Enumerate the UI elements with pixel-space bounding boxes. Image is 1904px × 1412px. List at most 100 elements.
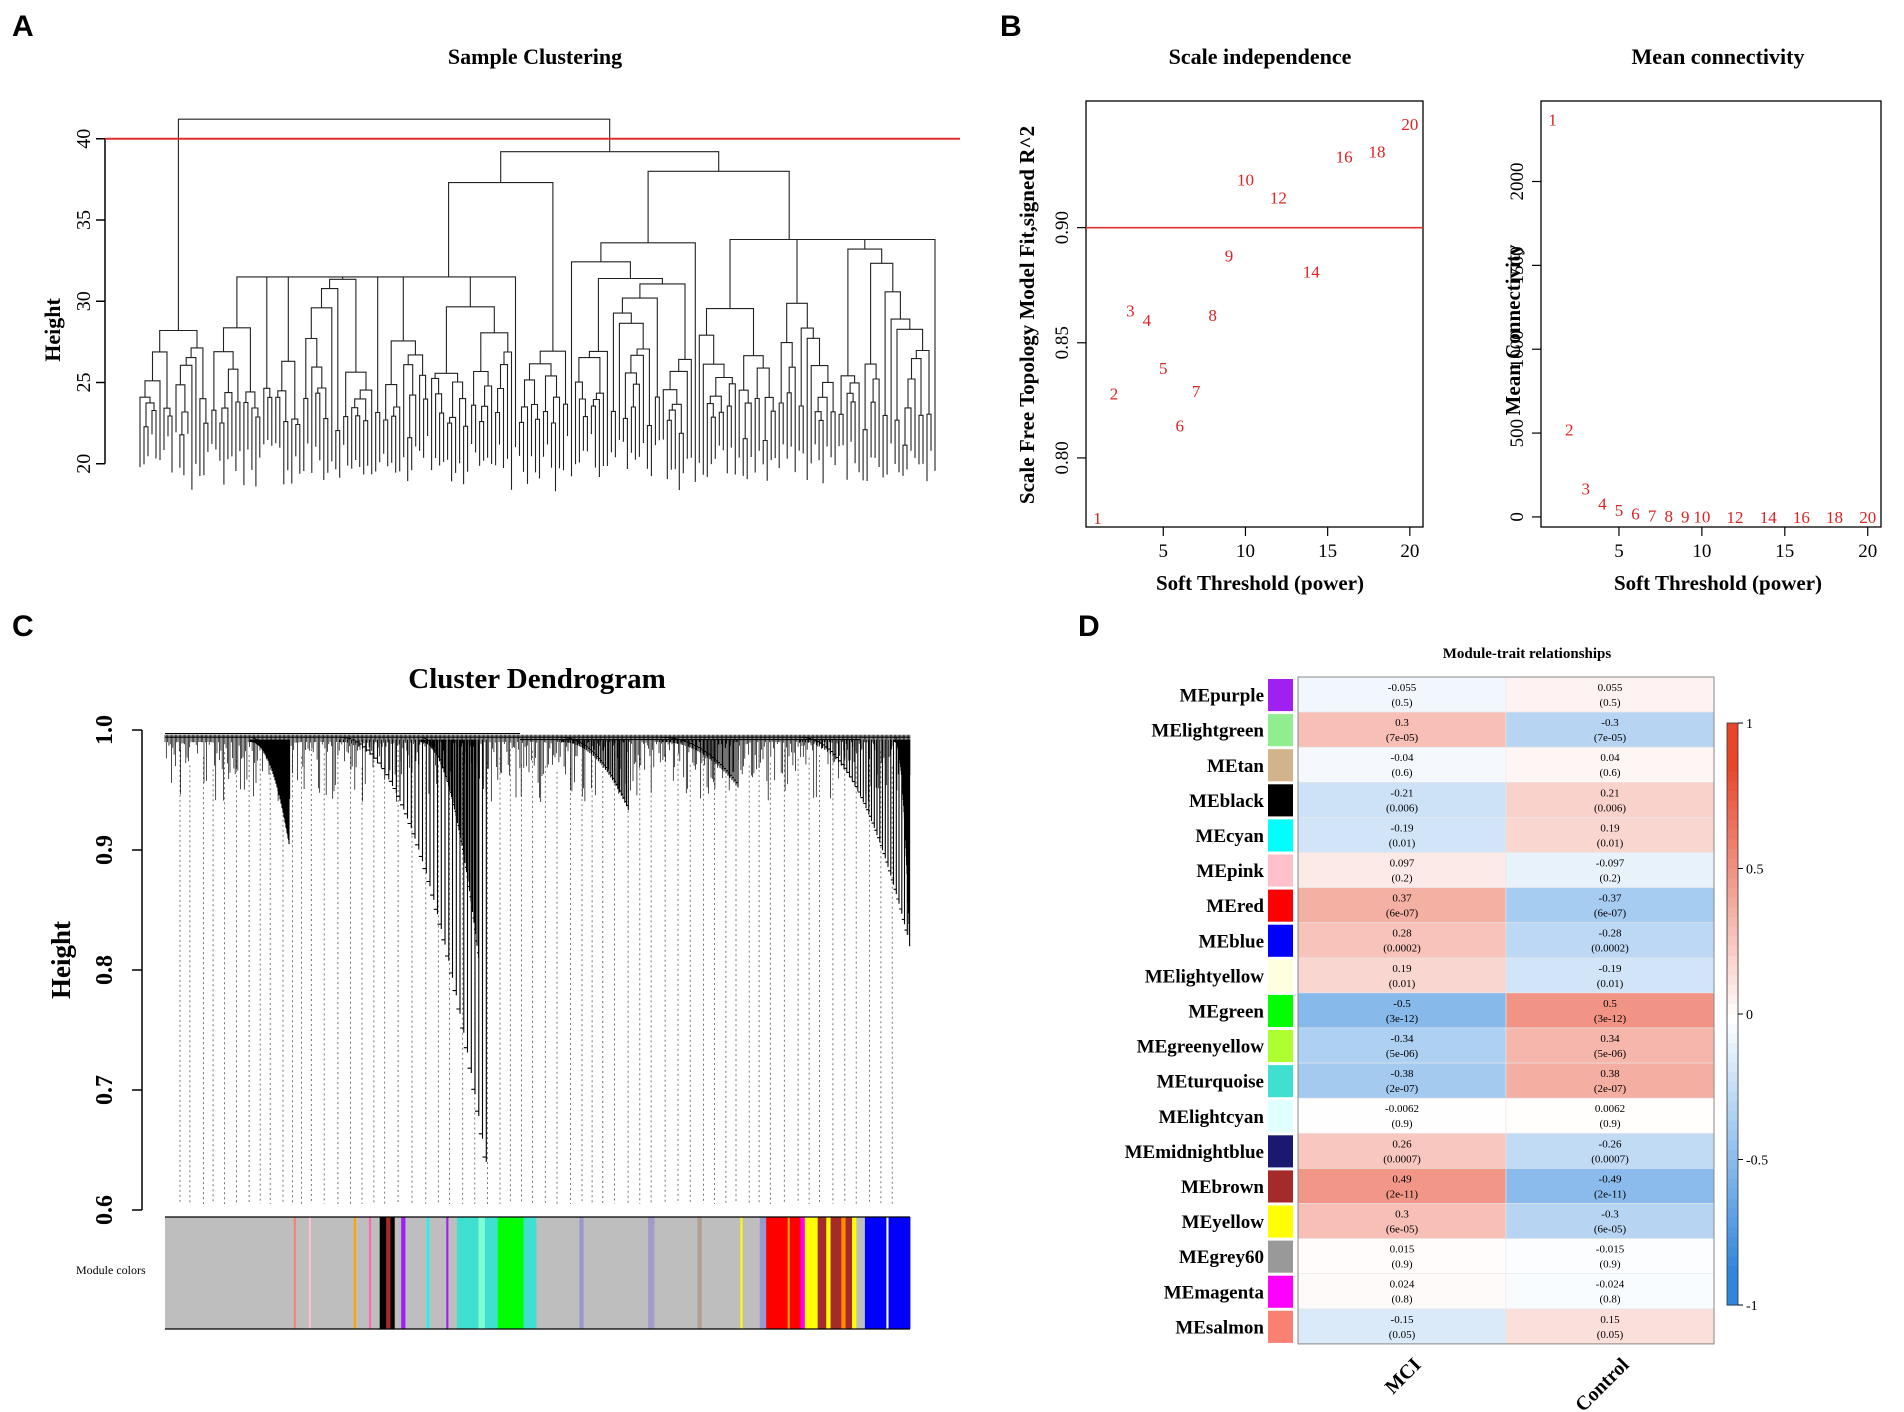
module-color-segment (368, 1217, 372, 1329)
y-tick-label: 0.90 (1052, 211, 1073, 244)
cell-correlation: -0.055 (1388, 682, 1417, 694)
heatmap-cell (1505, 782, 1715, 818)
module-color-swatch (1268, 714, 1293, 747)
module-row-label: MEpurple (1180, 686, 1264, 707)
cell-pvalue: (0.8) (1599, 1294, 1620, 1306)
y-tick-label: 30 (73, 291, 95, 311)
data-point: 9 (1225, 246, 1234, 265)
module-color-segment (845, 1217, 853, 1329)
cell-correlation: 0.19 (1600, 822, 1620, 834)
y-tick-label: 25 (73, 373, 95, 393)
cell-correlation: -0.0062 (1385, 1103, 1419, 1115)
legend-gradient-step (1727, 1188, 1738, 1199)
legend-gradient-step (1727, 1120, 1738, 1131)
module-color-segment (697, 1217, 703, 1329)
module-color-segment (742, 1217, 761, 1329)
legend-gradient-step (1727, 1062, 1738, 1073)
legend-gradient-step (1727, 975, 1738, 986)
legend-gradient-step (1727, 1072, 1738, 1083)
legend-gradient-step (1727, 887, 1738, 899)
module-color-segment (648, 1217, 655, 1329)
module-color-segment (800, 1217, 806, 1329)
legend-gradient-step (1727, 1275, 1738, 1287)
chart-title: Mean connectivity (1632, 44, 1805, 69)
legend-gradient-step (1727, 1149, 1738, 1161)
module-color-swatch (1268, 889, 1293, 922)
heatmap-cell (1297, 992, 1507, 1029)
legend-gradient-step (1727, 1256, 1738, 1267)
cell-correlation: 0.5 (1603, 998, 1617, 1010)
column-label: MCI (1381, 1354, 1426, 1399)
legend-gradient-step (1727, 1237, 1738, 1248)
module-color-swatch (1268, 1240, 1293, 1273)
module-color-segment (379, 1217, 387, 1329)
module-color-segment (852, 1217, 857, 1329)
cell-correlation: 0.024 (1390, 1279, 1415, 1291)
cell-correlation: 0.0062 (1595, 1103, 1625, 1115)
cell-pvalue: (7e-05) (1594, 732, 1627, 744)
cell-pvalue: (0.2) (1599, 873, 1620, 885)
dendrogram-leaf-lines (179, 748, 893, 1204)
heatmap-cell (1505, 1132, 1715, 1169)
legend-gradient-step (1727, 1217, 1738, 1228)
cell-pvalue: (0.0002) (1383, 943, 1421, 955)
cell-pvalue: (5e-06) (1594, 1048, 1627, 1060)
cell-pvalue: (0.01) (1597, 837, 1624, 849)
module-color-swatch (1268, 854, 1293, 887)
module-color-segment (740, 1217, 743, 1329)
cell-correlation: 0.37 (1392, 893, 1412, 905)
heatmap-cell (1505, 887, 1715, 924)
module-row-label: MEmidnightblue (1125, 1142, 1264, 1163)
cluster-dendrogram-chart: Cluster Dendrogram Height Module colors … (46, 663, 911, 1330)
heatmap-cell (1505, 1097, 1715, 1134)
heatmap-cell (1505, 1062, 1715, 1099)
y-tick-label: 1.0 (92, 715, 118, 745)
module-color-swatch (1268, 1065, 1293, 1098)
cell-correlation: 0.38 (1600, 1068, 1620, 1080)
heatmap-cell (1505, 852, 1715, 888)
cell-correlation: -0.37 (1599, 893, 1622, 905)
module-color-segment (295, 1217, 310, 1329)
data-point: 2 (1565, 421, 1574, 440)
x-tick-label: 15 (1775, 541, 1794, 562)
heatmap-cell (1297, 1238, 1507, 1274)
heatmap-cell (1297, 887, 1507, 924)
cell-correlation: -0.04 (1391, 752, 1414, 764)
legend-tick-label: 1 (1746, 717, 1753, 732)
cell-pvalue: (0.006) (1386, 802, 1418, 814)
legend-gradient-step (1727, 752, 1738, 763)
cell-correlation: -0.024 (1596, 1279, 1625, 1291)
cell-correlation: -0.19 (1599, 963, 1622, 975)
chart-title: Cluster Dendrogram (408, 663, 666, 695)
legend-gradient-step (1727, 1023, 1738, 1034)
cell-pvalue: (0.05) (1597, 1329, 1624, 1341)
module-row-label: MEpink (1196, 861, 1264, 882)
panel-label-c: C (12, 610, 34, 643)
data-point: 5 (1159, 359, 1168, 378)
legend-gradient-step (1727, 742, 1738, 753)
chart-title: Scale independence (1169, 44, 1352, 69)
heatmap-cell (1505, 957, 1715, 994)
module-color-segment (523, 1217, 537, 1329)
cell-pvalue: (3e-12) (1594, 1013, 1627, 1025)
module-row-label: MEmagenta (1164, 1282, 1265, 1303)
legend-gradient-step (1727, 984, 1738, 996)
cell-correlation: -0.26 (1599, 1138, 1622, 1150)
cell-pvalue: (0.8) (1391, 1294, 1412, 1306)
data-point: 7 (1192, 382, 1201, 401)
heatmap-cell (1505, 922, 1715, 959)
heatmap-cell (1297, 817, 1507, 853)
legend-gradient-step (1727, 1091, 1738, 1102)
module-color-segment (426, 1217, 430, 1329)
module-color-segment (293, 1217, 297, 1329)
module-color-segment (804, 1217, 819, 1329)
module-colors-label: Module colors (76, 1263, 146, 1277)
module-color-segment (497, 1217, 524, 1329)
legend-gradient-step (1727, 781, 1738, 792)
y-tick-label: 2000 (1507, 163, 1528, 201)
module-color-segment (701, 1217, 741, 1329)
legend-gradient-step (1727, 1198, 1738, 1209)
cell-pvalue: (0.9) (1391, 1118, 1412, 1130)
data-point: 16 (1336, 147, 1353, 166)
y-axis-label: Scale Free Topology Model Fit,signed R^2 (1015, 126, 1039, 504)
